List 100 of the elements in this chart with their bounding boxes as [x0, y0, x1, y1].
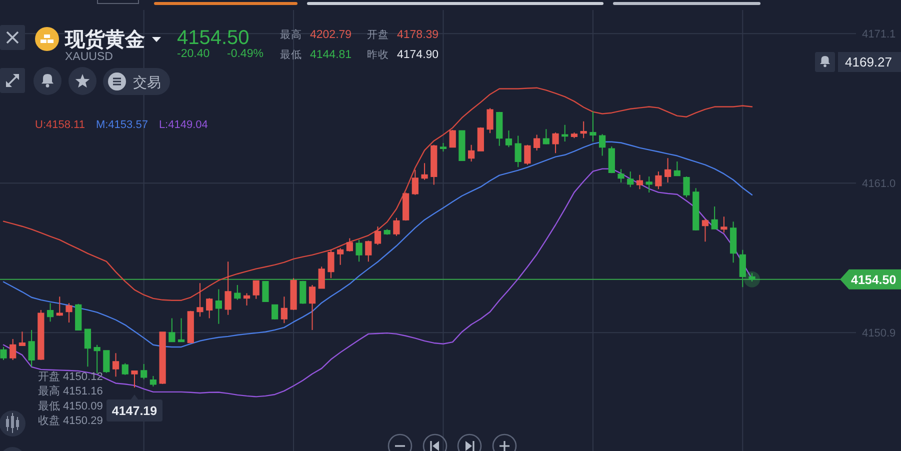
annotation: 4154.50 — [177, 27, 250, 49]
annotation: 4174.90 — [397, 49, 439, 61]
y-tick-label: 4171.1 — [862, 28, 896, 41]
candlestick — [243, 292, 250, 306]
legend: U:4158.11 M:4153.57 L:4149.04 — [35, 119, 208, 131]
candlestick — [122, 362, 128, 376]
candlestick — [674, 161, 680, 176]
candlestick — [140, 363, 148, 380]
candlestick — [440, 142, 447, 152]
candlestick — [664, 158, 672, 184]
candlestick — [505, 130, 512, 148]
candlestick — [430, 144, 438, 186]
candlestick — [477, 126, 484, 152]
annotation: 最低 4150.09 — [38, 400, 103, 412]
candlestick — [692, 188, 700, 231]
candlestick — [196, 282, 204, 318]
candlestick — [356, 239, 362, 262]
candlestick — [365, 240, 372, 262]
candlestick — [112, 352, 120, 378]
candlestick — [374, 226, 382, 246]
annotation: -0.49% — [227, 48, 264, 60]
candlestick — [337, 248, 344, 266]
candlestick — [131, 370, 138, 388]
annotation: 收盘 4150.29 — [38, 415, 103, 427]
candlestick — [730, 221, 737, 264]
annotation: 4202.79 — [310, 29, 352, 41]
annotation: 交易 — [133, 74, 161, 90]
candlestick — [486, 108, 494, 134]
candlestick — [655, 170, 662, 190]
candlestick — [318, 266, 325, 289]
candlestick — [252, 280, 260, 300]
candlestick — [646, 176, 652, 193]
text: 4169.27 — [845, 54, 892, 70]
candlestick — [384, 228, 390, 236]
candlestick — [308, 284, 316, 330]
candlestick — [514, 135, 522, 168]
candlestick — [562, 124, 568, 142]
annotation: 开盘 — [367, 29, 389, 41]
candlestick — [178, 318, 185, 342]
y-tick-label: 4150.9 — [862, 328, 896, 340]
candlestick — [618, 168, 624, 184]
candlestick — [328, 249, 334, 279]
candlestick — [215, 288, 222, 324]
candlestick — [272, 304, 278, 320]
candlestick — [66, 302, 72, 324]
candlestick — [468, 144, 475, 162]
candlestick — [0, 346, 7, 360]
candlestick — [280, 296, 288, 324]
annotation: 4178.39 — [397, 29, 439, 41]
candlestick — [103, 350, 110, 374]
y-tick-label: 4161.0 — [862, 178, 896, 190]
candlestick — [542, 128, 550, 145]
text: 现货黄金 — [64, 29, 145, 51]
candlestick — [18, 331, 26, 346]
candlestick — [224, 261, 232, 316]
candlestick — [412, 169, 418, 196]
annotation: 4144.81 — [310, 49, 352, 61]
candlestick — [720, 216, 728, 234]
annotation: -20.40 — [177, 48, 210, 60]
annotation: 开盘 4150.12 — [38, 371, 103, 383]
candlestick — [84, 328, 92, 368]
candlestick — [534, 134, 540, 151]
candlestick — [234, 284, 241, 300]
candlestick — [524, 144, 531, 166]
candlestick — [402, 192, 410, 222]
candlestick — [598, 134, 606, 156]
candlestick — [590, 111, 596, 142]
candlestick — [627, 170, 634, 188]
candlestick — [38, 309, 44, 360]
annotation: 最高 — [280, 28, 302, 41]
candlestick — [346, 238, 353, 252]
annotation: 4147.19 — [112, 404, 158, 418]
candlestick — [636, 174, 644, 190]
candlestick — [711, 206, 718, 230]
candlestick — [458, 130, 466, 162]
candlestick — [168, 318, 176, 342]
annotation: 最高 4151.16 — [38, 384, 103, 398]
candlestick — [496, 111, 503, 146]
candlestick — [56, 296, 63, 316]
candlestick — [580, 120, 587, 139]
candlestick — [46, 302, 54, 322]
text: 4154.50 — [851, 272, 896, 287]
candlestick — [159, 331, 166, 384]
text: XAUUSD — [65, 51, 113, 63]
candlestick — [10, 338, 16, 360]
candlestick — [449, 129, 456, 148]
candlestick — [570, 132, 578, 139]
candlestick — [393, 217, 400, 236]
annotation: 昨收 — [367, 49, 389, 61]
candlestick — [75, 303, 82, 332]
candlestick — [94, 344, 100, 374]
line-series — [2, 141, 753, 348]
candlestick — [552, 132, 559, 154]
candlestick — [702, 218, 709, 242]
annotation: 最低 — [280, 49, 302, 61]
candlestick — [290, 278, 297, 310]
candlestick — [28, 329, 35, 368]
candlestick — [421, 162, 428, 180]
candlestick — [150, 375, 157, 387]
candlestick — [187, 310, 194, 344]
